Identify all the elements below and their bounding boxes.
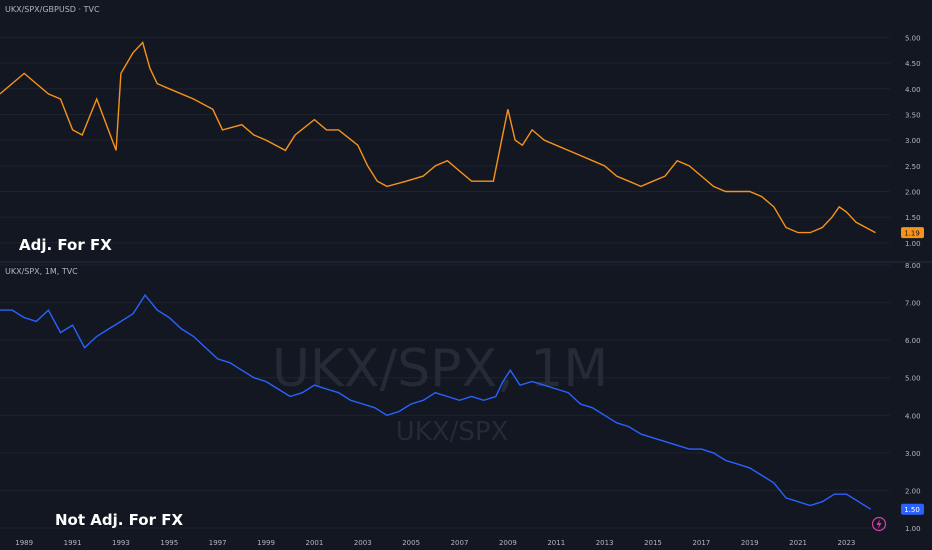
x-tick-label: 1995	[160, 539, 178, 547]
top-last-value-text: 1.19	[904, 230, 920, 238]
lightning-icon[interactable]	[871, 516, 887, 532]
top-y-tick-label: 1.50	[905, 214, 921, 222]
top-y-tick-label: 2.00	[905, 189, 921, 197]
top-y-tick-label: 1.00	[905, 240, 921, 248]
top-y-tick-label: 3.50	[905, 111, 921, 119]
top-price-axis[interactable]: 1.00 1.50 2.00 2.50 3.00 3.50 4.00 4.50 5.00	[905, 34, 921, 247]
bottom-pane-title: UKX/SPX, 1M, TVC	[5, 267, 78, 276]
time-axis[interactable]: 1989 1991 1993 1995 1997 1999 2001 2003 2005 2007…	[15, 539, 855, 547]
bottom-y-tick-label: 7.00	[905, 300, 921, 308]
x-tick-label: 2003	[354, 539, 372, 547]
x-tick-label: 2009	[499, 539, 517, 547]
bottom-last-value-text: 1.50	[904, 506, 920, 514]
bottom-last-value-badge: 1.50	[901, 503, 924, 515]
bottom-annotation: Not Adj. For FX	[55, 511, 183, 529]
x-tick-label: 2013	[596, 539, 614, 547]
top-last-value-badge: 1.19	[901, 227, 924, 239]
bottom-gridlines	[0, 264, 890, 529]
bottom-y-tick-label: 3.00	[905, 450, 921, 458]
bottom-series-line	[0, 293, 872, 510]
bottom-y-tick-label: 8.00	[905, 262, 921, 270]
x-tick-label: 1991	[64, 539, 82, 547]
bottom-y-tick-label: 2.00	[905, 487, 921, 495]
top-y-tick-label: 2.50	[905, 163, 921, 171]
x-tick-label: 1989	[15, 539, 33, 547]
x-tick-label: 1993	[112, 539, 130, 547]
x-tick-label: 1997	[209, 539, 227, 547]
bottom-y-tick-label: 1.00	[905, 525, 921, 533]
top-gridlines	[0, 36, 890, 244]
bottom-y-tick-label: 6.00	[905, 337, 921, 345]
top-pane-title: UKX/SPX/GBPUSD · TVC	[5, 5, 100, 14]
bottom-watermark-subtitle: UKX/SPX	[396, 417, 509, 447]
bottom-y-tick-label: 4.00	[905, 412, 921, 420]
top-y-tick-label: 3.00	[905, 137, 921, 145]
top-series-line	[0, 41, 876, 234]
x-tick-label: 2015	[644, 539, 662, 547]
x-tick-label: 2001	[305, 539, 323, 547]
top-y-tick-label: 4.00	[905, 86, 921, 94]
x-tick-label: 2019	[741, 539, 759, 547]
x-tick-label: 2011	[547, 539, 565, 547]
x-tick-label: 2023	[838, 539, 856, 547]
bottom-price-axis[interactable]: 1.00 2.00 3.00 4.00 5.00 6.00 7.00 8.00	[905, 262, 921, 533]
x-tick-label: 2005	[402, 539, 420, 547]
top-y-tick-label: 5.00	[905, 34, 921, 42]
x-tick-label: 2021	[789, 539, 807, 547]
x-tick-label: 2017	[692, 539, 710, 547]
x-tick-label: 2007	[451, 539, 469, 547]
bottom-y-tick-label: 5.00	[905, 375, 921, 383]
x-tick-label: 1999	[257, 539, 275, 547]
top-annotation: Adj. For FX	[19, 236, 112, 254]
top-y-tick-label: 4.50	[905, 60, 921, 68]
